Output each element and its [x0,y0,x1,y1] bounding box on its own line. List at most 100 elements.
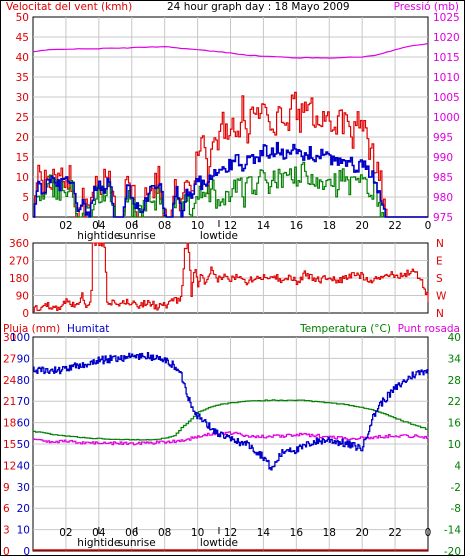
wind-speed-line [33,91,428,218]
humidity-x-tick-label: 14 [257,527,271,539]
rain-y-tick-label: 0 [3,546,10,556]
pressure-y-tick-label: 1010 [433,72,460,84]
wind-x-tick-label: 20 [355,220,368,232]
pressure-axis-label: Pressió (mb) [394,1,459,13]
humidity-y-tick-label: 90 [17,353,30,365]
pressure-y-tick-label: 985 [433,172,453,184]
humidity-x-tick-label: 20 [355,527,368,539]
humidity-x-tick-label: 08 [158,527,171,539]
humidity-y-tick-label: 30 [17,482,30,494]
humidity-x-tick-label: 10 [191,527,204,539]
direction-compass-label: E [436,256,443,268]
humidity-y-tick-label: 0 [23,546,30,556]
temperature-y-tick-label: 10 [448,439,461,451]
wind-x-tick-label: 06 [125,220,139,232]
wind-y-tick-label: 30 [16,92,29,104]
humidity-y-tick-label: 50 [17,439,30,451]
temperature-y-tick-label: -20 [444,546,461,556]
rain-y-tick-label: 27 [3,353,16,365]
humidity-y-tick-label: 60 [17,418,30,430]
temperature-y-tick-label: -2 [451,482,461,494]
temperature-label: Temperatura (°C) [299,323,391,335]
humidity-label: Humitat [67,323,109,335]
humidity-y-tick-label: 40 [17,460,30,472]
wind-x-tick-label: 02 [59,220,72,232]
wind-pressure-panel: 0510152025303540455097598098599099510001… [16,12,460,242]
pressure-y-tick-label: 1005 [433,92,460,104]
humidity-line [33,351,429,471]
rain-y-tick-label: 3 [3,525,10,537]
humidity-marker-label: sunrise [118,537,156,549]
wind-x-tick-label: 14 [257,220,271,232]
temperature-y-tick-label: 4 [454,460,461,472]
wind-x-tick-label: 18 [323,220,336,232]
temperature-y-tick-label: -14 [444,525,461,537]
dewpoint-line [33,431,429,446]
wind-x-tick-label: 16 [290,220,304,232]
pressure-y-tick-label: 995 [433,132,453,144]
humidity-temperature-panel: 0369121518212427300102030405060708090100… [3,332,461,556]
wind-marker-label: sunrise [118,230,156,242]
direction-compass-label: N [436,238,444,250]
pressure-y-tick-label: 1025 [433,12,460,24]
direction-y-tick-label: 270 [9,256,29,268]
rain-y-tick-label: 24 [3,375,17,387]
pressure-y-tick-label: 1015 [433,52,460,64]
dewpoint-label: Punt rosada [398,323,460,335]
wind-y-tick-label: 20 [16,132,29,144]
rain-y-tick-label: 6 [3,503,10,515]
wind-marker-label: hightide [77,230,120,242]
humidity-x-tick-label: 02 [59,527,72,539]
rain-y-tick-label: 21 [3,396,16,408]
humidity-y-tick-label: 70 [17,396,30,408]
rain-y-tick-label: 18 [3,418,16,430]
temperature-line [33,399,429,441]
wind-y-tick-label: 35 [16,72,29,84]
temperature-y-tick-label: 34 [448,353,462,365]
wind-axis-label: Velocitat del vent (kmh) [6,1,132,13]
humidity-y-tick-label: 10 [17,525,30,537]
wind-marker-label: lowtide [200,230,238,242]
direction-compass-label: S [436,273,443,285]
humidity-x-tick-label: 16 [290,527,304,539]
temperature-y-tick-label: 22 [448,396,461,408]
wind-x-tick-label: 10 [191,220,204,232]
wind-y-tick-label: 15 [16,152,29,164]
temperature-y-tick-label: 28 [448,375,461,387]
pressure-y-tick-label: 1020 [433,32,460,44]
wind-y-tick-label: 45 [16,32,29,44]
direction-compass-label: W [436,291,447,303]
rain-y-tick-label: 9 [3,482,10,494]
wind-x-tick-label: 0 [425,220,432,232]
humidity-x-tick-label: 22 [388,527,401,539]
humidity-x-tick-label: 0 [425,527,432,539]
humidity-y-tick-label: 100 [10,332,30,344]
humidity-x-tick-label: 06 [125,527,139,539]
wind-x-tick-label: 08 [158,220,171,232]
wind-x-tick-label: 12 [224,220,237,232]
rain-axis-label: Pluja (mm) [3,323,60,335]
chart-headers: Velocitat del vent (kmh) 24 hour graph d… [3,1,460,335]
wind-x-tick-label: 22 [388,220,401,232]
pressure-y-tick-label: 975 [433,212,453,224]
temperature-y-tick-label: 16 [448,418,462,430]
direction-y-tick-label: 360 [9,238,29,250]
wind-y-tick-label: 10 [16,172,29,184]
direction-y-tick-label: 90 [16,291,29,303]
humidity-x-tick-label: 12 [224,527,237,539]
wind-average-line [33,161,428,218]
wind-y-tick-label: 25 [16,112,29,124]
rain-y-tick-label: 30 [3,332,16,344]
wind-gust-line [33,141,428,218]
direction-y-tick-label: 180 [9,273,29,285]
humidity-y-tick-label: 80 [17,375,30,387]
humidity-x-tick-label: 18 [323,527,336,539]
direction-y-tick-label: 0 [22,308,29,320]
pressure-y-tick-label: 1000 [433,112,460,124]
wind-y-tick-label: 5 [22,192,29,204]
wind-y-tick-label: 40 [16,52,29,64]
temperature-y-tick-label: 40 [448,332,461,344]
